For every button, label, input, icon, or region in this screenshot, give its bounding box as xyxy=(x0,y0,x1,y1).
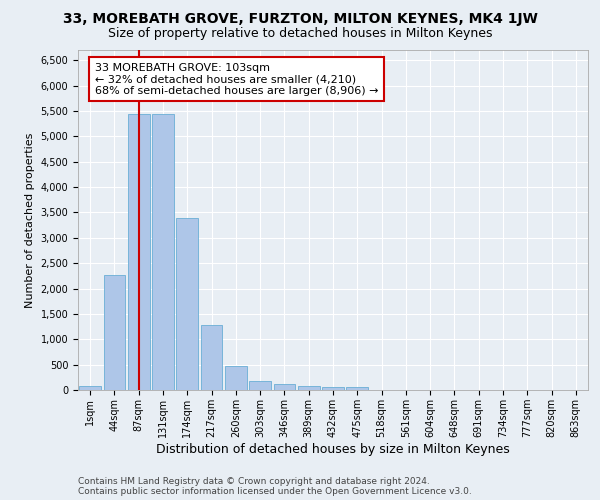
Bar xyxy=(322,387,344,390)
Text: 33, MOREBATH GROVE, FURZTON, MILTON KEYNES, MK4 1JW: 33, MOREBATH GROVE, FURZTON, MILTON KEYN… xyxy=(62,12,538,26)
Bar xyxy=(79,386,101,390)
Bar xyxy=(200,324,223,390)
Bar xyxy=(274,384,295,390)
Bar xyxy=(152,114,174,390)
Text: Distribution of detached houses by size in Milton Keynes: Distribution of detached houses by size … xyxy=(156,442,510,456)
Text: Size of property relative to detached houses in Milton Keynes: Size of property relative to detached ho… xyxy=(108,28,492,40)
Bar xyxy=(346,387,368,390)
Text: 33 MOREBATH GROVE: 103sqm
← 32% of detached houses are smaller (4,210)
68% of se: 33 MOREBATH GROVE: 103sqm ← 32% of detac… xyxy=(95,62,379,96)
Bar xyxy=(176,218,198,390)
Bar xyxy=(104,275,125,390)
Text: Contains public sector information licensed under the Open Government Licence v3: Contains public sector information licen… xyxy=(78,488,472,496)
Bar xyxy=(298,386,320,390)
Bar xyxy=(128,114,149,390)
Bar xyxy=(249,381,271,390)
Y-axis label: Number of detached properties: Number of detached properties xyxy=(25,132,35,308)
Text: Contains HM Land Registry data © Crown copyright and database right 2024.: Contains HM Land Registry data © Crown c… xyxy=(78,478,430,486)
Bar xyxy=(225,366,247,390)
